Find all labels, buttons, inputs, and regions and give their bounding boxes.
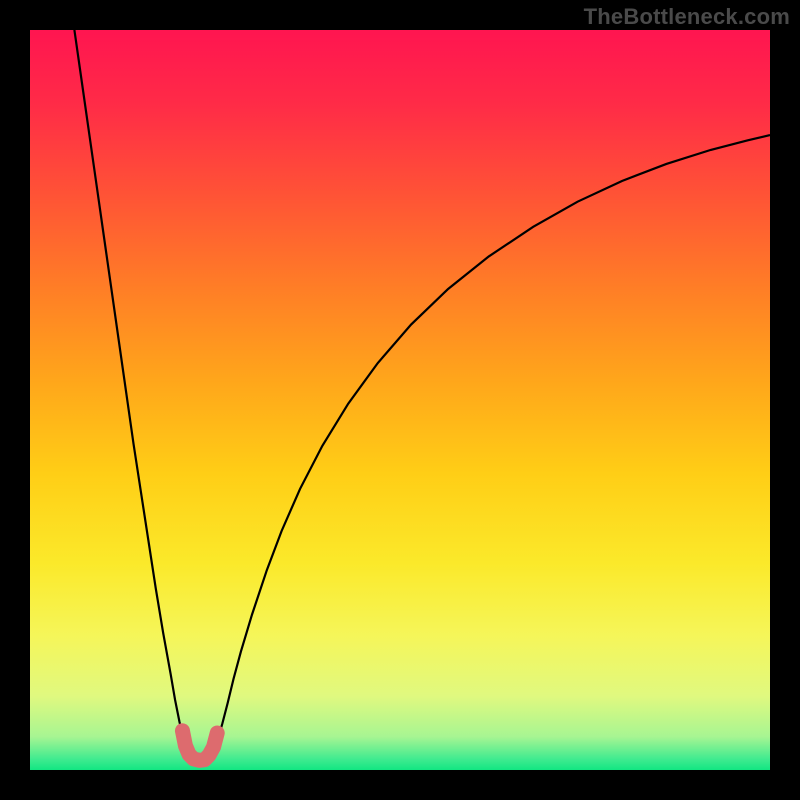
chart-container: TheBottleneck.com <box>0 0 800 800</box>
plot-background <box>30 30 770 770</box>
bottleneck-chart <box>0 0 800 800</box>
watermark-text: TheBottleneck.com <box>584 4 790 30</box>
